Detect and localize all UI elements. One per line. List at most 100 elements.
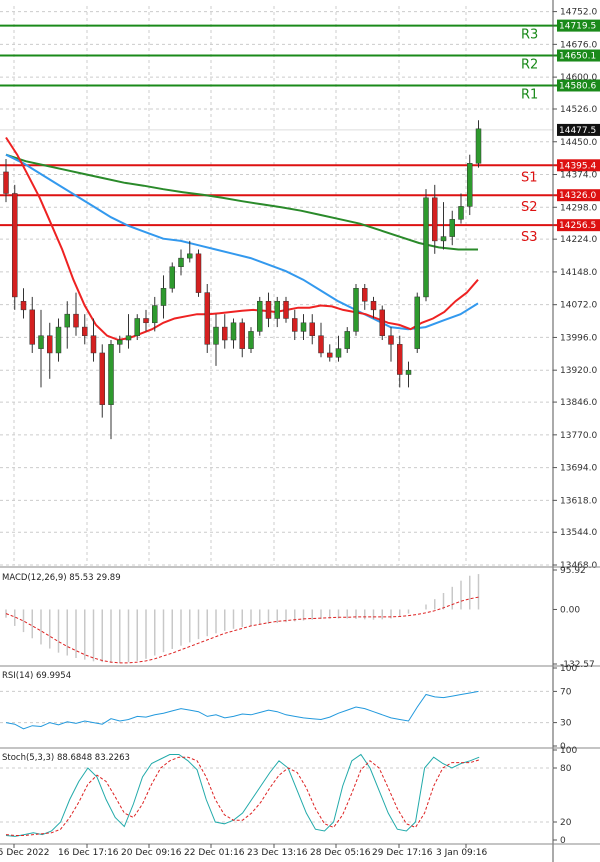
candle-bull bbox=[178, 257, 184, 268]
rsi-y-tick-label: 70 bbox=[560, 687, 572, 697]
candle-bull bbox=[353, 288, 359, 332]
level-price-label: 14650.1 bbox=[559, 52, 596, 62]
candle-bull bbox=[257, 300, 263, 332]
rsi-y-tick-label: 0 bbox=[560, 742, 566, 752]
y-tick-label: 14752.0 bbox=[560, 8, 597, 18]
macd-y-tick-label: -132.57 bbox=[560, 660, 595, 670]
candle-bear bbox=[327, 352, 333, 358]
y-tick-label: 13846.0 bbox=[560, 398, 597, 408]
stoch-d-line bbox=[5, 756, 480, 836]
candle-bull bbox=[134, 318, 140, 336]
candle-bull bbox=[414, 296, 420, 349]
candle-bear bbox=[370, 300, 377, 311]
level-price-tag bbox=[557, 189, 600, 202]
candle-bear bbox=[3, 171, 9, 194]
candle-bull bbox=[108, 344, 114, 405]
y-tick-label: 14374.0 bbox=[560, 171, 597, 181]
level-price-label: 14719.5 bbox=[559, 22, 596, 32]
support-resistance-levels: R3 14719.5 R2 14650.1 R1 14580.6 S1 14395.4 S2 14… bbox=[0, 19, 600, 245]
candle-bull bbox=[160, 288, 167, 306]
candle-bear bbox=[292, 318, 298, 332]
date-label: 16 Dec 17:16 bbox=[58, 848, 119, 858]
y-tick-label: 13694.0 bbox=[560, 464, 597, 474]
stoch-y-tick-label: 100 bbox=[560, 746, 577, 756]
level-price-tag bbox=[557, 219, 600, 232]
candle-bear bbox=[195, 253, 202, 293]
stoch-y-tick-label: 80 bbox=[560, 764, 572, 774]
stoch-k-line bbox=[5, 753, 480, 837]
y-tick-label: 13544.0 bbox=[560, 528, 597, 538]
candle-bull bbox=[125, 335, 132, 341]
macd-y-tick-label: 95.92 bbox=[560, 566, 586, 576]
y-tick-label: 14148.0 bbox=[560, 268, 597, 278]
candle-bull bbox=[117, 339, 123, 345]
candle-bear bbox=[222, 326, 228, 341]
candle-bull bbox=[152, 305, 158, 324]
candle-bull bbox=[458, 206, 464, 220]
candle-bear bbox=[397, 344, 403, 375]
macd-y-tick-label: 0.00 bbox=[560, 605, 580, 615]
candle-bull bbox=[475, 128, 482, 164]
date-label: 15 Dec 2022 bbox=[0, 848, 50, 858]
candle-bear bbox=[265, 300, 272, 319]
level-price-label: 14256.5 bbox=[559, 221, 596, 231]
candle-bull bbox=[230, 322, 237, 341]
level-price-tag bbox=[557, 79, 600, 92]
level-price-label: 14326.0 bbox=[559, 191, 596, 201]
y-tick-label: 14600.0 bbox=[560, 73, 597, 83]
macd-signal-line bbox=[5, 596, 479, 664]
level-name-s2: S2 bbox=[521, 200, 538, 215]
date-label: 22 Dec 01:16 bbox=[184, 848, 245, 858]
candle-bear bbox=[20, 300, 27, 311]
candle-bull bbox=[344, 331, 350, 349]
stoch-panel: Stoch(5,3,3) 88.6848 83.2263 100 80 20 0 bbox=[0, 746, 577, 846]
y-tick-label: 14072.0 bbox=[560, 301, 597, 311]
y-tick-label: 14526.0 bbox=[560, 105, 597, 115]
y-tick-label: 13996.0 bbox=[560, 333, 597, 343]
candle-bull bbox=[169, 266, 175, 289]
macd-title: MACD(12,26,9) 85.53 29.89 bbox=[2, 573, 121, 583]
rsi-title: RSI(14) 69.9954 bbox=[2, 671, 71, 681]
candle-bull bbox=[187, 253, 193, 259]
date-label: 23 Dec 13:16 bbox=[247, 848, 308, 858]
candle-bull bbox=[55, 326, 62, 354]
macd-panel: MACD(12,26,9) 85.53 29.89 95.92 0.00 -132.5… bbox=[0, 566, 600, 670]
y-tick-label: 14676.0 bbox=[560, 40, 597, 50]
candle-bear bbox=[318, 335, 324, 354]
candle-bull bbox=[467, 163, 473, 207]
candle-bear bbox=[204, 292, 210, 345]
date-label: 28 Dec 05:16 bbox=[310, 848, 371, 858]
candle-bear bbox=[47, 335, 53, 354]
current-price-tag bbox=[557, 123, 600, 136]
date-label: 29 Dec 17:16 bbox=[372, 848, 433, 858]
candle-bear bbox=[99, 352, 105, 405]
y-tick-label: 14298.0 bbox=[560, 203, 597, 213]
candle-bull bbox=[300, 322, 307, 332]
candle-bull bbox=[248, 331, 254, 349]
candle-bear bbox=[379, 309, 385, 336]
candle-bull bbox=[38, 335, 44, 349]
date-label: 3 Jan 09:16 bbox=[436, 848, 488, 858]
candle-bear bbox=[29, 309, 35, 345]
stoch-y-tick-label: 20 bbox=[560, 818, 572, 828]
level-price-label: 14580.6 bbox=[559, 81, 596, 91]
rsi-y-tick-label: 30 bbox=[560, 719, 572, 729]
level-price-tag bbox=[557, 19, 600, 32]
candle-bear bbox=[73, 313, 79, 328]
y-tick-label: 13468.0 bbox=[560, 561, 597, 571]
stoch-title: Stoch(5,3,3) 88.6848 83.2263 bbox=[2, 753, 130, 763]
level-name-r1: R1 bbox=[521, 87, 538, 102]
candle-bull bbox=[335, 348, 342, 358]
candle-bear bbox=[12, 193, 18, 298]
candle-bear bbox=[283, 300, 289, 319]
candle-bear bbox=[82, 326, 88, 336]
level-price-tag bbox=[557, 159, 600, 172]
rsi-y-tick-label: 100 bbox=[560, 664, 577, 674]
level-name-r2: R2 bbox=[521, 58, 538, 73]
candle-bull bbox=[64, 313, 70, 328]
candle-bear bbox=[362, 288, 368, 302]
level-price-label: 14395.4 bbox=[559, 161, 596, 171]
